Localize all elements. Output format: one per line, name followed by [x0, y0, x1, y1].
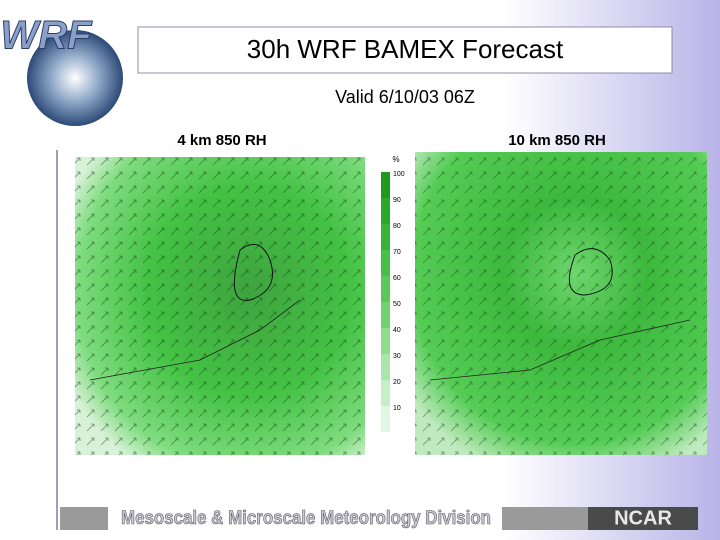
footer-bar [502, 507, 588, 530]
colorbar-swatch [381, 276, 390, 302]
colorbar-swatch [381, 198, 390, 224]
colorbar-swatch [381, 224, 390, 250]
panel-label: 4 km 850 RH [177, 132, 266, 149]
colorbar-label: 70 [393, 249, 401, 256]
footer-division: Mesoscale & Microscale Meteorology Divis… [121, 508, 491, 529]
subtitle: Valid 6/10/03 06Z [335, 87, 475, 107]
ncar-box [588, 507, 698, 530]
panel-label: 10 km 850 RH [508, 132, 606, 149]
colorbar-swatch [381, 328, 390, 354]
map-10km [415, 152, 707, 455]
map-4km [75, 157, 365, 455]
colorbar-swatch [381, 354, 390, 380]
colorbar-swatch [381, 250, 390, 276]
colorbar-label: 50 [393, 301, 401, 308]
colorbar-label: 60 [393, 275, 401, 282]
colorbar-swatch [381, 380, 390, 406]
colorbar-swatch [381, 406, 390, 432]
colorbar-swatch [381, 172, 390, 198]
title-box [137, 26, 673, 74]
logo-globe [27, 30, 123, 126]
colorbar-label: 100 [393, 171, 405, 178]
footer-bar [60, 507, 108, 530]
colorbar-label: 90 [393, 197, 401, 204]
footer-org: NCAR [614, 507, 672, 529]
colorbar-swatch [381, 302, 390, 328]
colorbar-unit: % [392, 155, 399, 164]
colorbar-label: 10 [393, 405, 401, 412]
colorbar-label: 40 [393, 327, 401, 334]
colorbar-label: 20 [393, 379, 401, 386]
colorbar-label: 80 [393, 223, 401, 230]
colorbar: % 100 90 80 70 60 50 40 30 20 10 [381, 155, 405, 432]
colorbar-label: 30 [393, 353, 401, 360]
title: 30h WRF BAMEX Forecast [247, 34, 564, 64]
logo-text: WRF [0, 14, 93, 58]
